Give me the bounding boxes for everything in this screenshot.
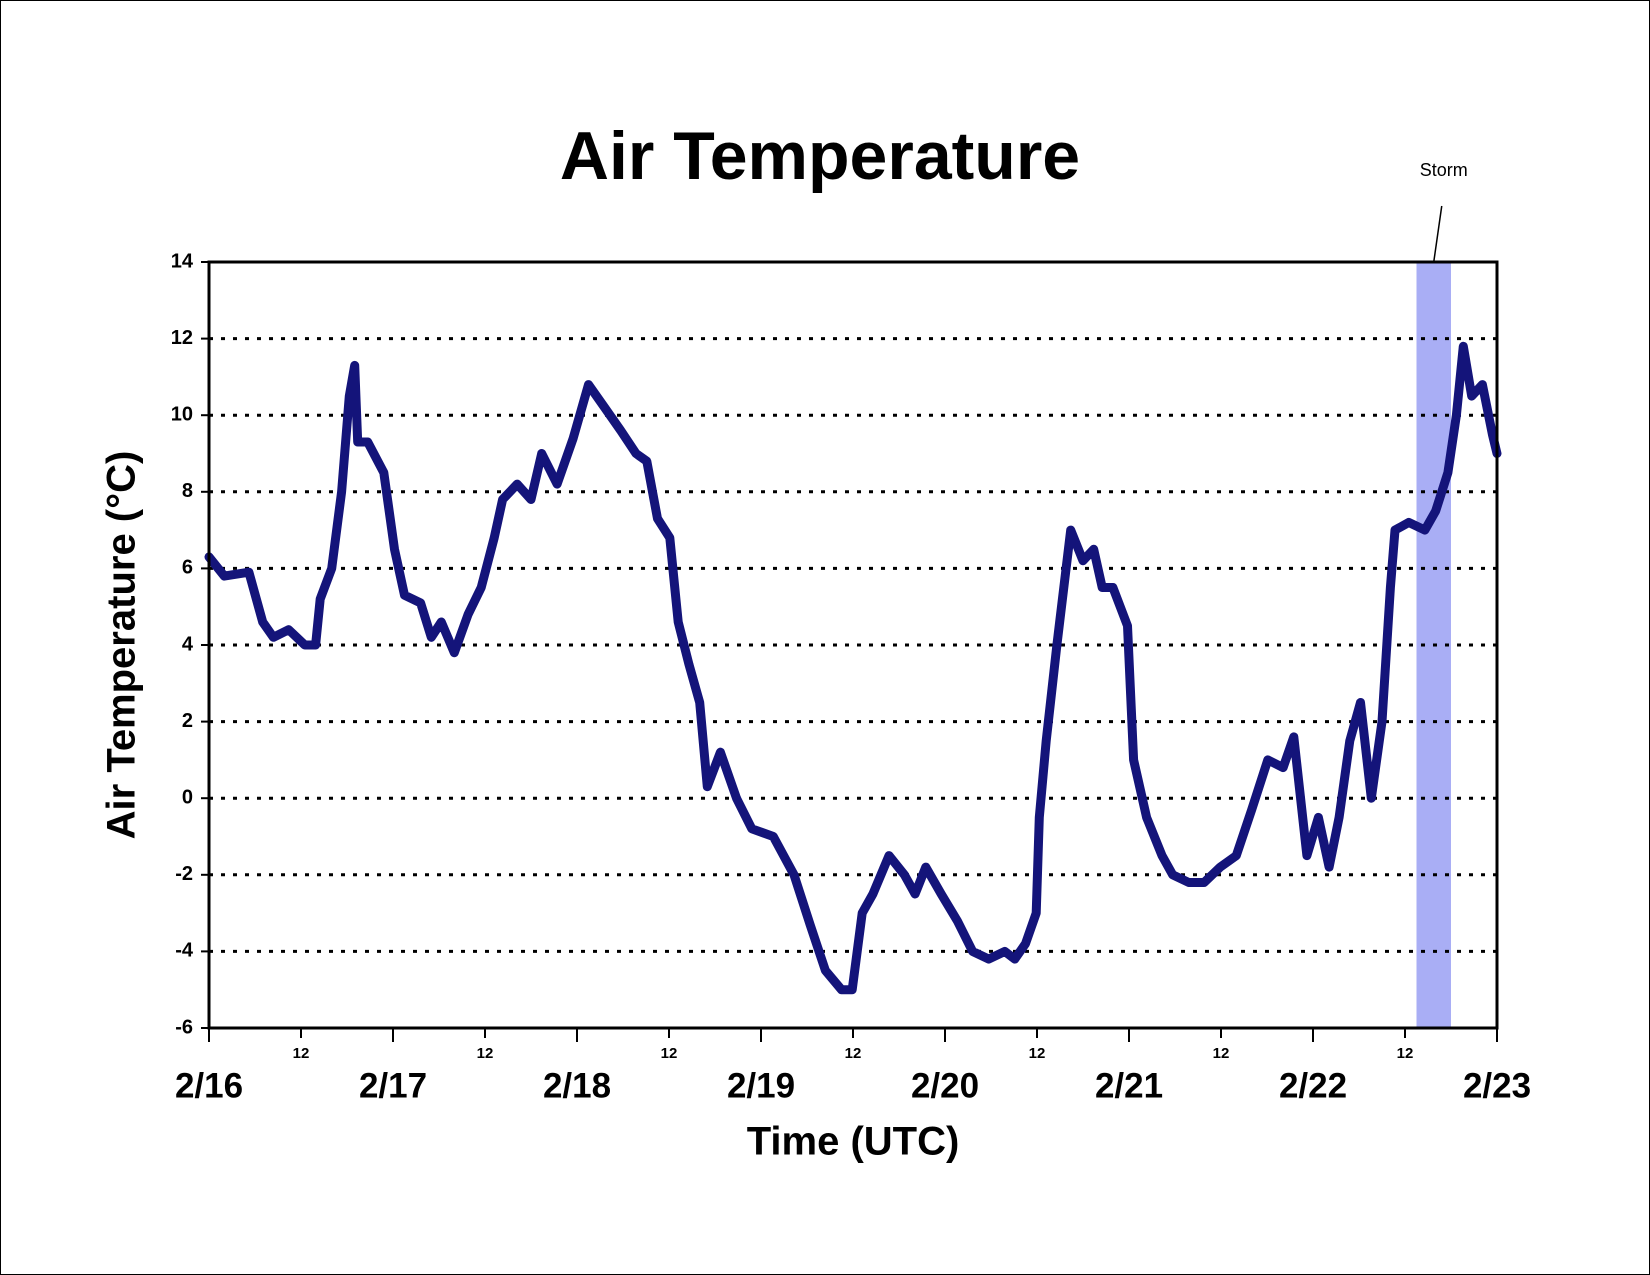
- x-tick-label: 12: [845, 1045, 862, 1062]
- x-tick-label: 2/21: [1095, 1066, 1163, 1105]
- x-axis-title: Time (UTC): [747, 1120, 960, 1164]
- y-tick-label: -4: [175, 940, 194, 962]
- x-tick-label: 2/23: [1463, 1066, 1531, 1105]
- y-tick-label: 4: [182, 633, 194, 655]
- y-tick-label: 2: [182, 710, 193, 732]
- x-tick-label: 2/16: [175, 1066, 243, 1105]
- x-tick-label: 12: [293, 1045, 310, 1062]
- y-tick-label: 14: [171, 250, 194, 272]
- y-tick-label: -2: [175, 863, 193, 885]
- x-tick-label: 2/19: [727, 1066, 795, 1105]
- x-tick-label: 12: [1029, 1045, 1046, 1062]
- x-tick-label: 12: [477, 1045, 494, 1062]
- y-tick-label: 8: [182, 480, 193, 502]
- x-tick-label: 12: [1213, 1045, 1230, 1062]
- y-tick-label: 0: [182, 786, 193, 808]
- x-tick-label: 2/17: [359, 1066, 427, 1105]
- data-line: [204, 341, 1502, 995]
- x-tick-label: 2/22: [1279, 1066, 1347, 1105]
- y-tick-label: 12: [171, 327, 193, 349]
- plot-frame: [207, 260, 1499, 1030]
- y-tick-label: 6: [182, 557, 193, 579]
- x-tick-label: 12: [1397, 1045, 1414, 1062]
- x-tick-label: 12: [661, 1045, 678, 1062]
- chart-title: Air Temperature: [560, 118, 1080, 194]
- y-tick-label: 10: [171, 403, 193, 425]
- x-tick-label: 2/18: [543, 1066, 611, 1105]
- x-tick-label: 2/20: [911, 1066, 979, 1105]
- annotation-leader: [1433, 205, 1443, 263]
- y-axis-title: Air Temperature (°C): [100, 451, 144, 840]
- y-tick-label: -6: [175, 1016, 193, 1038]
- annotation-label: Storm: [1420, 160, 1468, 180]
